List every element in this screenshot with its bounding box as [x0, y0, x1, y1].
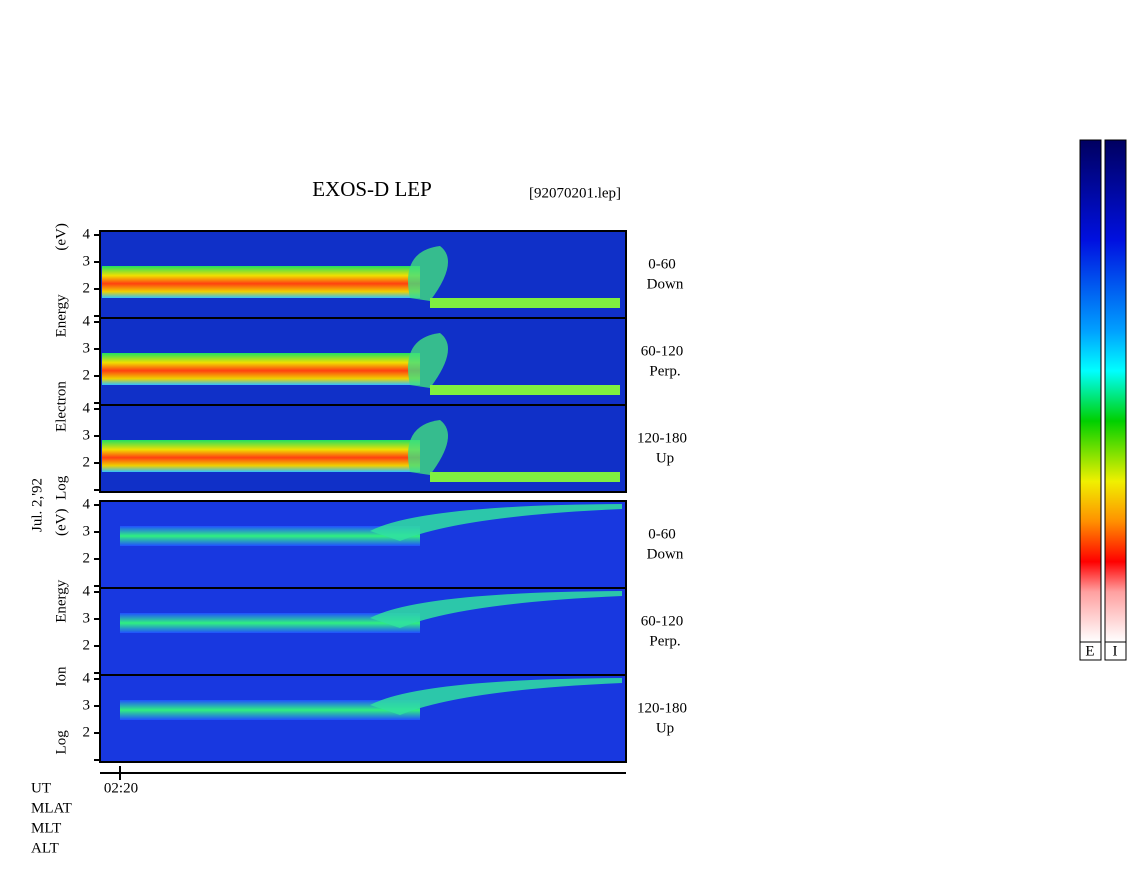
energy-band — [430, 385, 620, 395]
y-tick-label: 3 — [83, 697, 91, 713]
y-tick-label: 4 — [83, 670, 91, 686]
energy-feature — [408, 246, 448, 301]
row-label: MLAT — [31, 800, 72, 816]
pitch-label: 0-60 — [648, 256, 676, 272]
energy-feature — [370, 591, 622, 628]
pitch-label: 60-120 — [641, 613, 684, 629]
file-name: [92070201.lep] — [529, 185, 621, 201]
energy-band — [120, 700, 420, 720]
y-tick-label: 3 — [83, 340, 91, 356]
y-tick-label: 2 — [83, 550, 91, 566]
energy-feature — [370, 678, 622, 715]
pitch-label: 60-120 — [641, 343, 684, 359]
panel-frame — [99, 404, 627, 493]
colorbar-label: I — [1113, 643, 1118, 659]
direction-label: Up — [656, 450, 674, 466]
y-tick-label: 4 — [83, 400, 91, 416]
time-tick-label: 02:20 — [104, 780, 138, 796]
direction-label: Perp. — [649, 363, 680, 379]
direction-label: Up — [656, 720, 674, 736]
energy-band — [102, 440, 420, 472]
y-tick-label: 2 — [83, 724, 91, 740]
y-tick-label: 2 — [83, 637, 91, 653]
colorbar — [1104, 139, 1127, 643]
energy-band — [430, 472, 620, 482]
energy-feature — [370, 504, 622, 541]
energy-band — [120, 526, 420, 546]
colorbar-box — [1104, 641, 1127, 661]
direction-label: Perp. — [649, 633, 680, 649]
row-label: MLT — [31, 820, 61, 836]
y-tick-label: 2 — [83, 367, 91, 383]
colorbar — [1079, 139, 1102, 643]
y-tick-label: 4 — [83, 496, 91, 512]
colorbar-label: E — [1085, 643, 1094, 659]
y-tick-label: 2 — [83, 280, 91, 296]
pitch-label: 120-180 — [637, 700, 687, 716]
panel-frame — [99, 674, 627, 763]
axis-label: Log Electron Energy (eV) — [53, 223, 69, 500]
energy-band — [430, 298, 620, 308]
axis-label: Log Ion Energy (eV) — [53, 509, 69, 755]
y-tick-label: 4 — [83, 313, 91, 329]
energy-band — [102, 353, 420, 385]
energy-band — [120, 613, 420, 633]
energy-band — [102, 266, 420, 298]
spectrograms: 4 3 2 4 3 2 4 3 2 4 3 2 4 3 2 4 3 2 — [83, 226, 627, 763]
y-tick-label: 3 — [83, 253, 91, 269]
title: EXOS-D LEP — [312, 177, 432, 201]
y-tick-label: 3 — [83, 427, 91, 443]
row-label: ALT — [31, 840, 59, 856]
direction-label: Down — [647, 276, 684, 292]
date-label: Jul. 2,'92 — [29, 478, 45, 532]
y-tick-label: 3 — [83, 523, 91, 539]
pitch-label: 120-180 — [637, 430, 687, 446]
y-tick-label: 4 — [83, 226, 91, 242]
y-tick-label: 2 — [83, 454, 91, 470]
row-label: UT — [31, 780, 51, 796]
y-tick-label: 4 — [83, 583, 91, 599]
energy-feature — [408, 420, 448, 475]
energy-feature — [408, 333, 448, 388]
y-tick-label: 3 — [83, 610, 91, 626]
pitch-label: 0-60 — [648, 526, 676, 542]
direction-label: Down — [647, 546, 684, 562]
colorbar-box — [1079, 641, 1102, 661]
